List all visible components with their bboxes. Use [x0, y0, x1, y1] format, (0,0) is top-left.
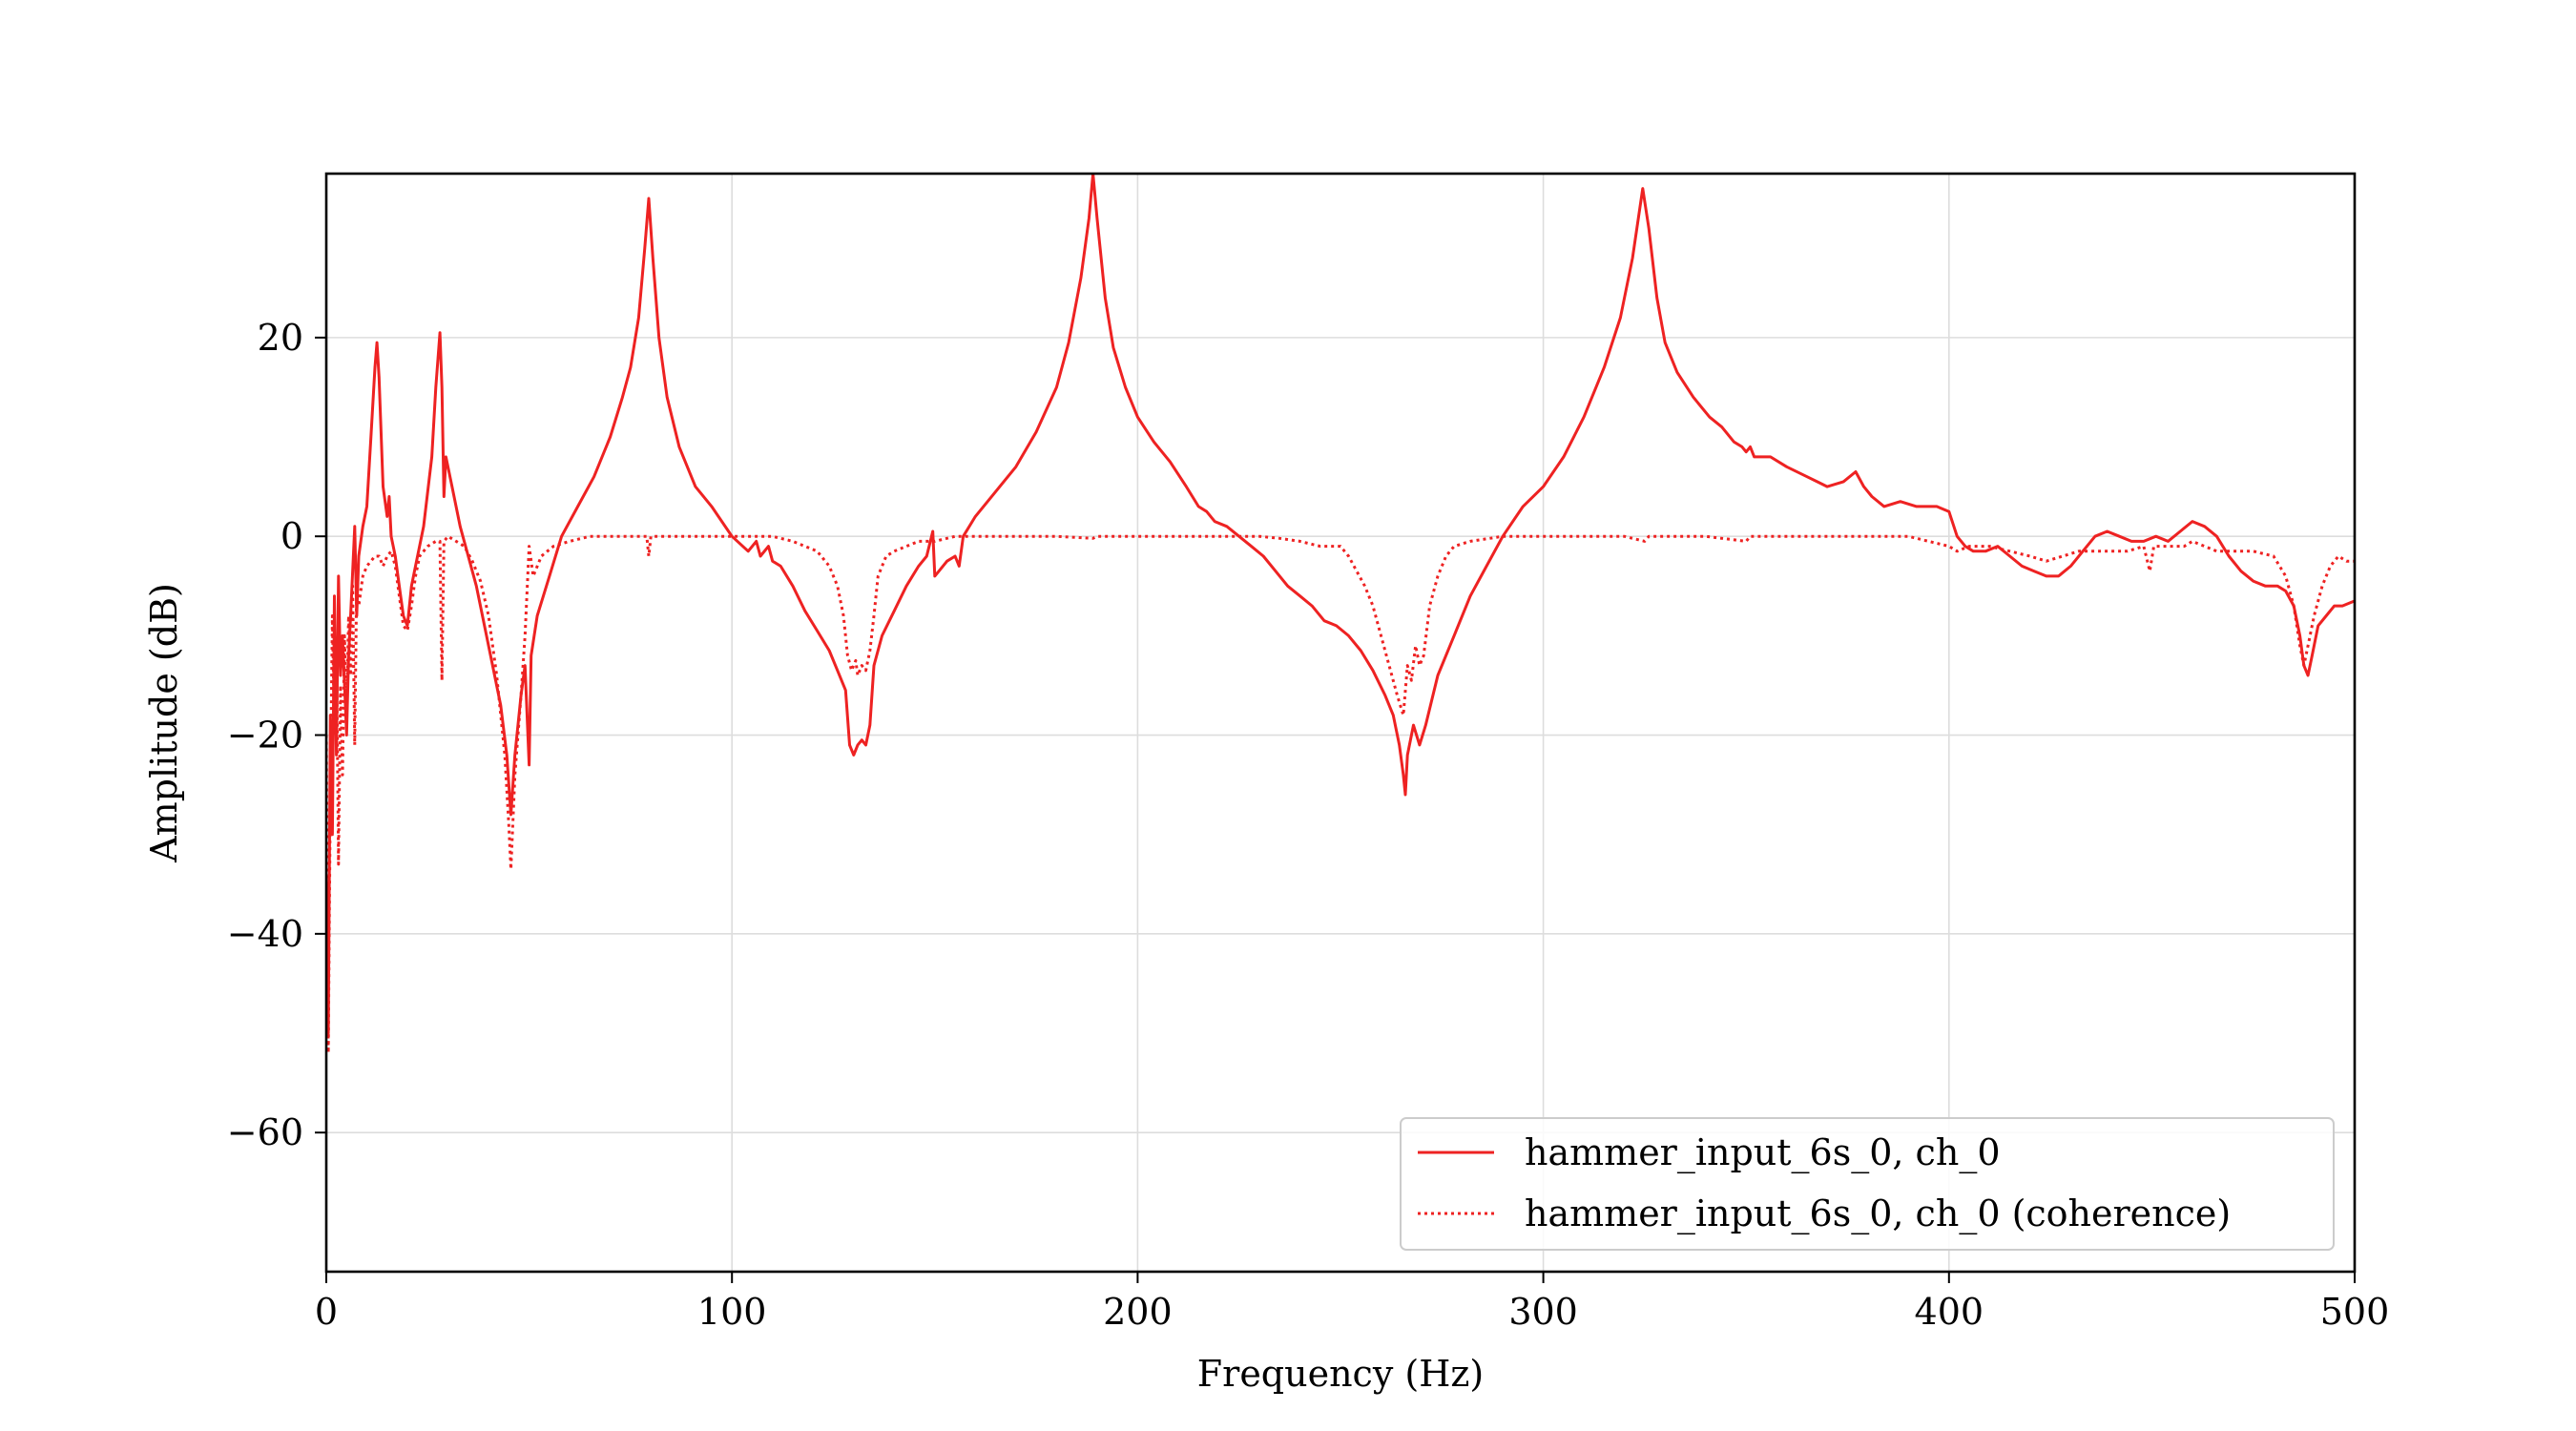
legend-label-series-1: hammer_input_6s_0, ch_0	[1525, 1131, 2001, 1174]
legend-box	[1400, 1117, 2335, 1251]
legend: hammer_input_6s_0, ch_0 hammer_input_6s_…	[1400, 1117, 2335, 1251]
x-tick-label: 400	[1915, 1291, 1984, 1333]
y-tick-label: −20	[227, 715, 303, 757]
x-axis-label: Frequency (Hz)	[1197, 1353, 1484, 1395]
y-tick-label: 20	[258, 317, 303, 359]
amplitude-line	[326, 174, 2355, 1035]
axis-ticks: 0 100 200 300 400 500 −60 −40 −20 0 20	[227, 317, 2389, 1333]
x-tick-label: 100	[697, 1291, 767, 1333]
x-tick-label: 500	[2320, 1291, 2390, 1333]
y-tick-label: 0	[280, 515, 303, 557]
plot-frame	[324, 172, 2357, 1274]
x-tick-label: 300	[1508, 1291, 1578, 1333]
coherence-line	[326, 534, 2355, 1055]
x-tick-label: 0	[315, 1291, 338, 1333]
y-tick-label: −40	[227, 913, 303, 955]
x-tick-label: 200	[1103, 1291, 1173, 1333]
legend-label-series-2: hammer_input_6s_0, ch_0 (coherence)	[1525, 1192, 2231, 1235]
plot-series	[326, 174, 2355, 1055]
y-tick-label: −60	[227, 1111, 303, 1153]
y-axis-label: Amplitude (dB)	[143, 583, 185, 863]
